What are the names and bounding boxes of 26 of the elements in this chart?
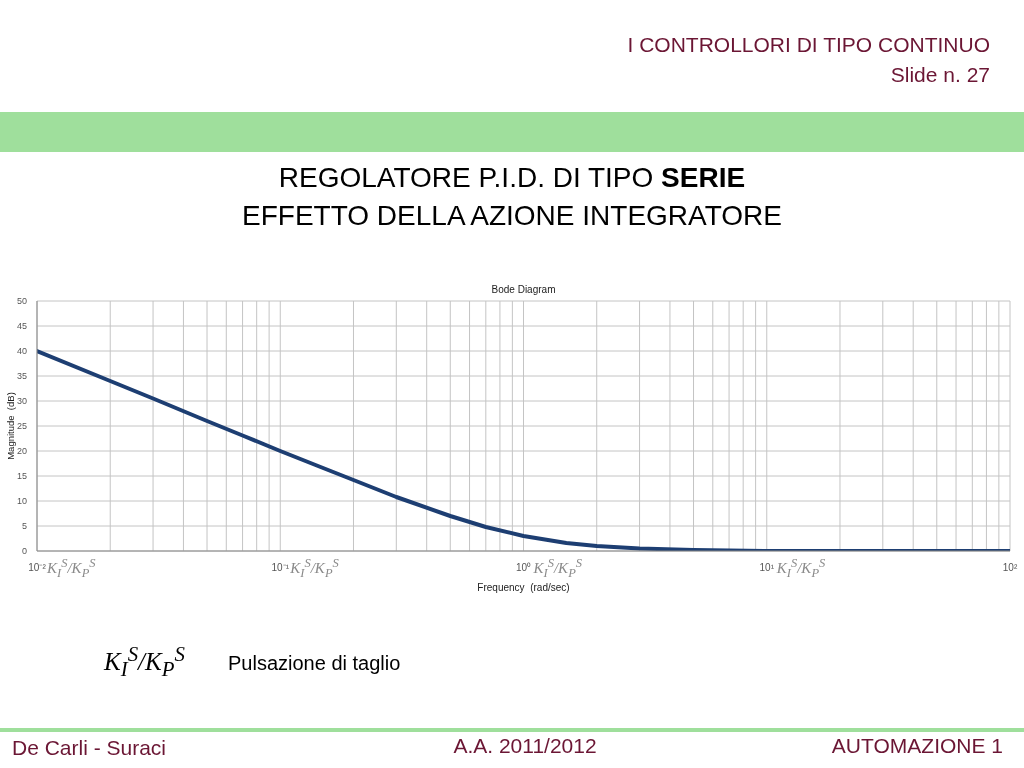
y-tick-label: 35 [16,371,27,381]
x-tick-label: 10⁻² [28,562,47,573]
y-tick-label: 10 [16,496,27,506]
text: AUTOMAZIONE 1 [831,734,1003,758]
x-tick-label: 10⁰ [515,562,532,573]
y-tick-label: 5 [21,521,27,531]
text: A.A. 2011/2012 [453,734,597,758]
text: De Carli - Suraci [12,736,167,760]
x-tick-label: 10¹ [759,562,775,573]
text: Slide n. 27 [890,63,990,87]
chart-subtitle: Bode Diagram [491,284,556,295]
x-tick-label: 10² [1002,562,1018,573]
y-tick-label: 25 [16,421,27,431]
y-tick-label: 20 [16,446,27,456]
y-axis-title: Magnitude (dB) [4,392,16,460]
chart-title: REGOLATORE P.I.D. DI TIPO SERIE EFFETTO DELLA AZIONE INTEGRATORE [242,162,782,231]
x-axis-title: Frequency (rad/sec) [477,582,570,593]
y-tick-label: 0 [21,546,27,556]
text: I CONTROLLORI DI TIPO CONTINUO [627,33,990,57]
y-tick-label: 50 [16,296,27,306]
y-tick-label: 45 [16,321,27,331]
y-tick-label: 40 [16,346,27,356]
y-tick-label: 30 [16,396,27,406]
y-tick-label: 15 [16,471,27,481]
text: Pulsazione di taglio [228,652,401,675]
x-tick-label: 10⁻¹ [271,562,290,573]
